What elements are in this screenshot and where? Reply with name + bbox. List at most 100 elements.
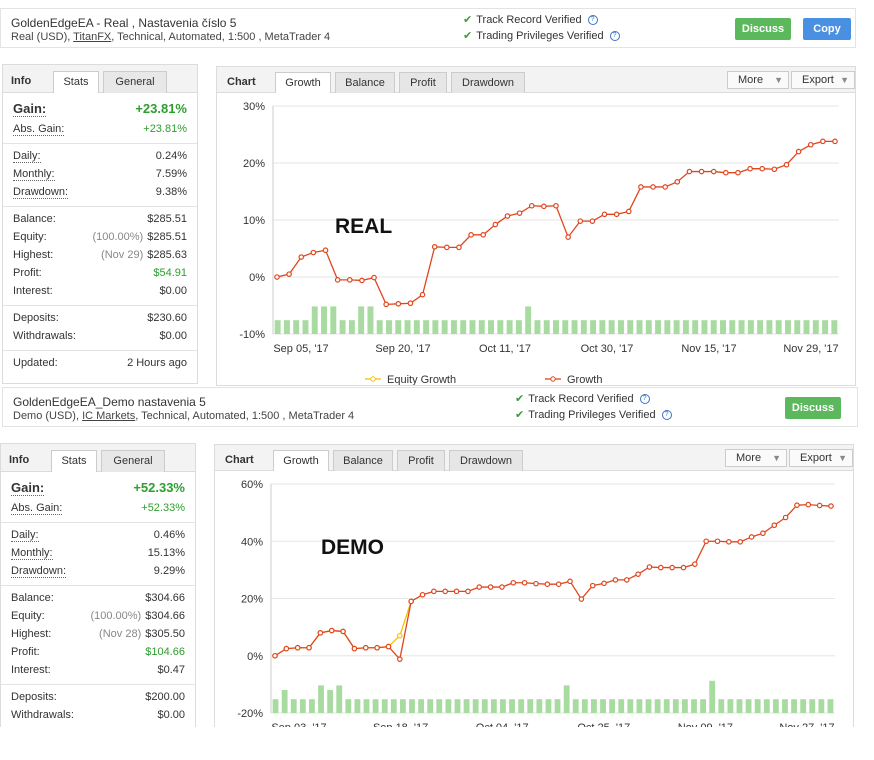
- growth-point: [334, 277, 341, 283]
- volume-bar: [664, 320, 671, 334]
- volume-bar: [590, 320, 597, 334]
- balance-row: Balance: $304.66: [11, 590, 185, 608]
- tab-general[interactable]: General: [103, 71, 167, 93]
- volume-bar: [818, 699, 825, 713]
- volume-bar: [718, 699, 725, 713]
- abs-gain-row: Abs. Gain: +23.81%: [13, 121, 187, 139]
- volume-bar: [729, 320, 736, 334]
- volume-bar: [747, 320, 754, 334]
- y-tick-label: 0%: [249, 272, 265, 284]
- legend-equity-label: Equity Growth: [387, 374, 456, 386]
- growth-point: [759, 165, 766, 172]
- copy-button[interactable]: Copy: [803, 18, 851, 40]
- monthly-value: 15.13%: [147, 547, 185, 559]
- overlay-label: REAL: [335, 215, 392, 238]
- volume-bar: [655, 320, 662, 334]
- volume-bar: [283, 320, 290, 334]
- help-icon[interactable]: ?: [661, 410, 672, 421]
- export-dropdown[interactable]: Export ▼: [789, 449, 853, 467]
- growth-point: [692, 561, 698, 567]
- growth-chart: 60% 40% 20% 0% -20% Sep 03, '17 Sep 18, '17 Oct…: [237, 479, 835, 727]
- growth-point: [431, 588, 437, 595]
- volume-bar: [515, 320, 522, 334]
- withdrawals-value: $0.00: [157, 709, 185, 721]
- highest-label: Highest:: [11, 628, 52, 640]
- tab-drawdown[interactable]: Drawdown: [451, 72, 525, 93]
- abs-gain-value: +23.81%: [143, 123, 187, 135]
- growth-point: [771, 166, 778, 173]
- tab-balance[interactable]: Balance: [335, 72, 395, 93]
- help-icon[interactable]: ?: [587, 15, 598, 26]
- equity-percent: (100.00%): [90, 610, 142, 622]
- volume-bar: [782, 699, 788, 713]
- help-icon[interactable]: ?: [639, 394, 650, 405]
- volume-bar: [299, 699, 306, 713]
- tab-growth[interactable]: Growth: [273, 450, 329, 471]
- growth-point: [465, 588, 471, 595]
- more-dropdown[interactable]: More ▼: [725, 449, 787, 467]
- discuss-button[interactable]: Discuss: [785, 397, 841, 419]
- volume-bar: [720, 320, 726, 334]
- growth-point: [283, 645, 290, 652]
- tab-growth[interactable]: Growth: [275, 72, 331, 93]
- x-tick-label: Sep 05, '17: [273, 343, 328, 355]
- tab-drawdown[interactable]: Drawdown: [449, 450, 523, 471]
- volume-bar: [572, 699, 579, 713]
- volume-bar: [390, 699, 397, 713]
- monthly-label: Monthly:: [13, 168, 55, 181]
- volume-bar: [800, 699, 807, 713]
- monthly-row: Monthly: 15.13%: [11, 545, 185, 563]
- equity-label: Equity:: [11, 610, 45, 622]
- withdrawals-row: Withdrawals: $0.00: [11, 707, 185, 725]
- help-icon[interactable]: ?: [609, 31, 620, 42]
- x-tick-label: Oct 04, '17: [476, 722, 529, 727]
- tab-profit[interactable]: Profit: [399, 72, 447, 93]
- account-subtitle: Demo (USD), IC Markets, Technical, Autom…: [13, 410, 354, 422]
- divider: [3, 143, 197, 144]
- account-header: GoldenEdgeEA - Real , Nastavenia číslo 5…: [0, 8, 856, 48]
- gain-row: Gain: +52.33%: [11, 478, 185, 500]
- track-record-verified: ✔ Track Record Verified?: [515, 392, 650, 405]
- highest-date: (Nov 28): [99, 628, 142, 640]
- volume-bar: [794, 320, 801, 334]
- volume-bar: [791, 699, 797, 713]
- volume-bar: [381, 699, 388, 713]
- tab-stats[interactable]: Stats: [51, 450, 97, 472]
- tab-profit[interactable]: Profit: [397, 450, 445, 471]
- monthly-row: Monthly: 7.59%: [13, 166, 187, 184]
- growth-point: [832, 138, 838, 145]
- volume-bar: [488, 320, 495, 334]
- volume-bar: [481, 699, 488, 713]
- y-tick-label: 30%: [243, 101, 265, 113]
- volume-bar: [812, 320, 819, 334]
- chevron-down-icon: ▼: [840, 75, 849, 85]
- volume-bar: [500, 699, 506, 713]
- tab-info[interactable]: Info: [11, 75, 32, 87]
- growth-point: [371, 274, 377, 281]
- check-icon: ✔: [463, 14, 473, 26]
- volume-bar: [754, 699, 761, 713]
- export-dropdown[interactable]: Export ▼: [791, 71, 855, 89]
- chart-label: Chart: [227, 76, 256, 88]
- volume-bar: [469, 320, 476, 334]
- broker-link[interactable]: IC Markets: [82, 410, 136, 422]
- volume-bar: [318, 685, 324, 713]
- tab-info[interactable]: Info: [9, 454, 30, 466]
- x-tick-label: Nov 09, '17: [678, 722, 733, 727]
- drawdown-label: Drawdown:: [13, 186, 69, 199]
- volume-bar: [738, 320, 745, 334]
- tab-balance[interactable]: Balance: [333, 450, 393, 471]
- growth-point: [662, 184, 668, 190]
- more-dropdown[interactable]: More ▼: [727, 71, 789, 89]
- volume-bar: [784, 320, 791, 334]
- volume-bar: [281, 690, 288, 713]
- check-icon: ✔: [515, 393, 525, 405]
- growth-point: [397, 656, 403, 662]
- volume-bar: [636, 320, 643, 334]
- volume-bar: [454, 699, 461, 713]
- discuss-button[interactable]: Discuss: [735, 18, 791, 40]
- tab-stats[interactable]: Stats: [53, 71, 99, 93]
- tab-general[interactable]: General: [101, 450, 165, 472]
- broker-link[interactable]: TitanFX: [73, 31, 112, 43]
- y-tick-label: 40%: [241, 536, 263, 548]
